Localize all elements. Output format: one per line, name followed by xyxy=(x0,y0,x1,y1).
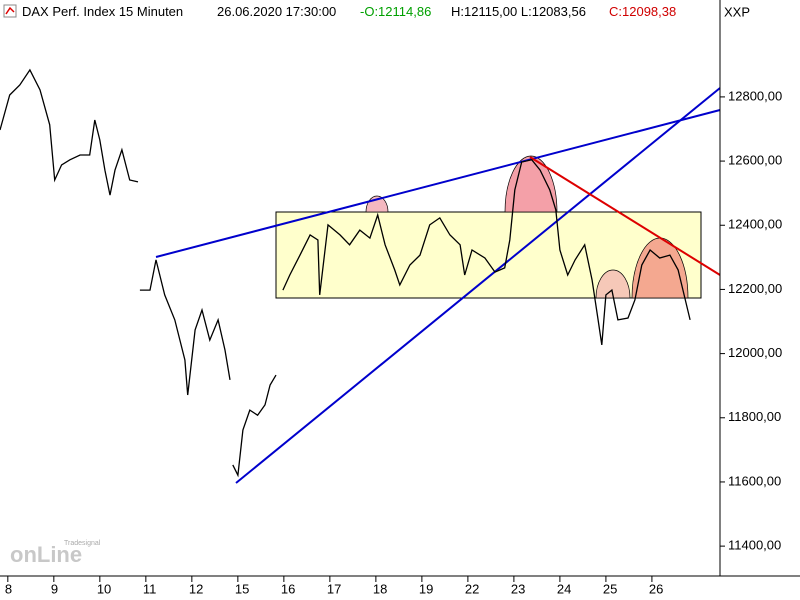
y-tick-label: 12600,00 xyxy=(728,153,782,168)
shoulder-marker xyxy=(595,269,631,299)
watermark-brand: Tradesignal xyxy=(64,540,101,547)
trend-line xyxy=(529,156,721,276)
x-tick-label: 8 xyxy=(5,581,12,596)
y-tick-label: 11800,00 xyxy=(728,409,781,424)
trend-line xyxy=(235,87,721,484)
y-tick-label: 12800,00 xyxy=(728,88,782,103)
high-low: H:12115,00 L:12083,56 xyxy=(451,4,586,19)
trend-line xyxy=(155,109,721,258)
price-line xyxy=(0,68,691,478)
y-tick-label: 12000,00 xyxy=(728,345,782,360)
top-marker xyxy=(504,155,558,213)
range-box xyxy=(275,211,702,299)
x-tick-label: 19 xyxy=(419,581,433,596)
x-tick-label: 16 xyxy=(281,581,295,596)
x-tick-label: 9 xyxy=(51,581,58,596)
y-tick-label: 12400,00 xyxy=(728,217,782,232)
x-tick-label: 22 xyxy=(465,581,479,596)
chart-icon-line xyxy=(5,6,15,15)
y-tick-label: 12200,00 xyxy=(728,281,782,296)
x-tick-label: 23 xyxy=(511,581,525,596)
y-tick-label: 11600,00 xyxy=(728,473,781,488)
x-tick-label: 24 xyxy=(557,581,571,596)
x-tick-label: 10 xyxy=(97,581,111,596)
open-value: -O:12114,86 xyxy=(360,4,431,19)
timestamp: 26.06.2020 17:30:00 xyxy=(217,4,336,19)
watermark-logo: onLine xyxy=(10,542,82,567)
chart-icon xyxy=(3,4,17,18)
x-tick-label: 18 xyxy=(373,581,387,596)
y-tick-label: 11400,00 xyxy=(728,538,781,553)
x-tick-label: 26 xyxy=(649,581,663,596)
x-tick-label: 25 xyxy=(603,581,617,596)
x-tick-label: 11 xyxy=(143,581,157,596)
instrument: DAX Perf. Index 15 Minuten xyxy=(22,4,183,19)
x-tick-label: 12 xyxy=(189,581,203,596)
close-value: C:12098,38 xyxy=(609,4,676,19)
x-tick-label: 17 xyxy=(327,581,341,596)
symbol: XXP xyxy=(724,4,750,19)
x-tick-label: 15 xyxy=(235,581,249,596)
header: DAX Perf. Index 15 Minuten 26.06.2020 17… xyxy=(22,4,676,19)
